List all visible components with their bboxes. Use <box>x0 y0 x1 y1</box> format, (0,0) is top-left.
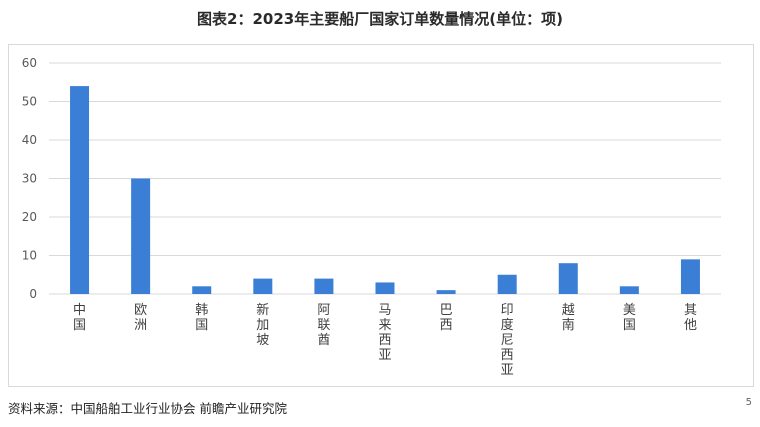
x-tick-label: 马来西亚 <box>378 303 391 363</box>
bar <box>70 86 90 294</box>
bar <box>253 278 273 294</box>
y-tick-label: 50 <box>22 95 37 109</box>
bar-chart: 0 10 20 30 40 50 60 中国 欧洲 韩国 新加坡 阿联酋 马来西亚 巴西 印度尼西亚 越南 美国… <box>22 56 721 378</box>
x-tick-label: 新加坡 <box>256 302 269 348</box>
x-tick-label: 其他 <box>684 303 697 333</box>
bar <box>436 290 456 294</box>
y-tick-label: 30 <box>22 172 37 186</box>
source-note: 资料来源：中国船舶工业行业协会 前瞻产业研究院 <box>8 401 287 416</box>
bar <box>680 259 700 294</box>
bar <box>375 282 395 294</box>
y-tick-label: 10 <box>22 249 37 263</box>
x-tick-label: 印度尼西亚 <box>501 303 514 378</box>
bar <box>131 178 151 294</box>
chart-title: 图表2：2023年主要船厂国家订单数量情况(单位：项) <box>197 10 563 28</box>
y-tick-label: 0 <box>29 287 37 301</box>
x-tick-label: 韩国 <box>195 303 208 333</box>
bar <box>619 286 639 294</box>
bar <box>497 274 517 294</box>
x-tick-label: 中国 <box>73 303 86 333</box>
x-tick-label: 欧洲 <box>134 303 147 333</box>
x-tick-label: 越南 <box>562 303 575 333</box>
bar <box>558 263 578 294</box>
bar <box>314 278 334 294</box>
y-tick-label: 60 <box>22 56 37 70</box>
x-tick-label: 阿联酋 <box>317 303 330 348</box>
x-tick-label: 美国 <box>623 303 636 333</box>
x-tick-label: 巴西 <box>440 303 453 333</box>
page-number: 5 <box>745 397 752 408</box>
bar <box>192 286 212 294</box>
y-tick-label: 20 <box>22 210 37 224</box>
y-tick-label: 40 <box>22 133 37 147</box>
chart-panel: 0 10 20 30 40 50 60 中国 欧洲 韩国 新加坡 阿联酋 马来西亚 巴西 印度尼西亚 越南 美国… <box>8 44 754 387</box>
